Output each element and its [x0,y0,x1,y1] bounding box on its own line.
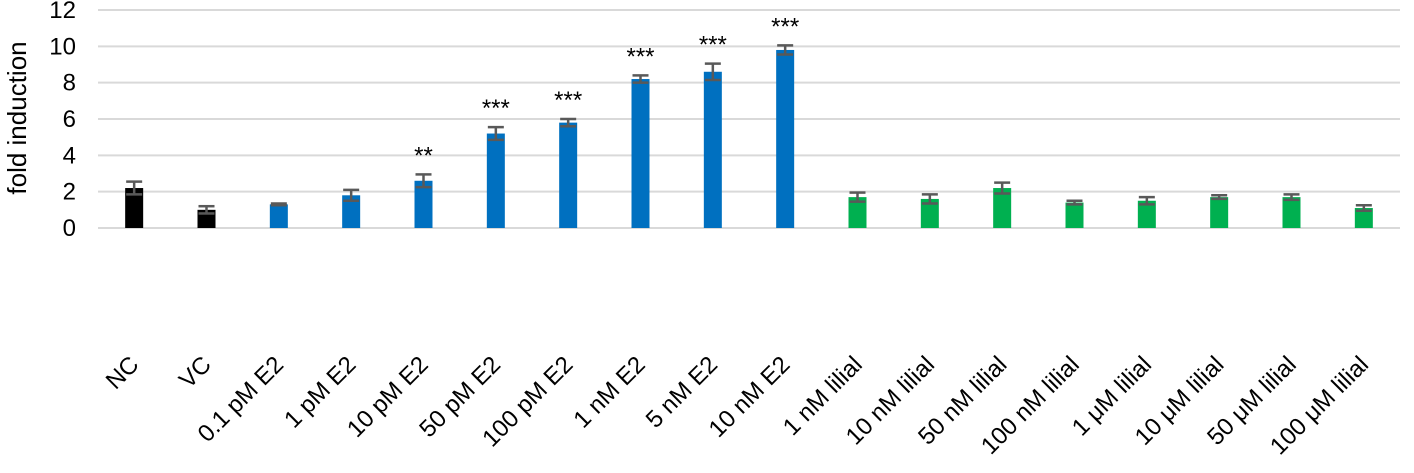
significance-label: *** [626,43,654,70]
bar [848,197,867,228]
bar [1137,200,1156,228]
x-tick-label: NC [101,351,145,395]
bar [559,122,578,228]
significance-marks: ***** ****** ****** [414,13,799,169]
error-bars [126,44,1372,215]
significance-label: ** [414,142,433,169]
y-axis-title: fold induction [2,41,32,194]
y-tick-label: 4 [63,142,76,169]
significance-label: *** [771,13,799,40]
gridlines [98,9,1400,229]
bar [1282,197,1301,228]
significance-label: *** [554,87,582,114]
y-axis-ticks: 0 2 4 6 8 10 12 [49,0,76,242]
bar [269,204,288,228]
bar [703,71,722,229]
y-tick-label: 6 [63,106,76,133]
y-tick-label: 2 [63,179,76,206]
significance-label: *** [699,32,727,59]
y-tick-label: 0 [63,215,76,242]
significance-label: *** [482,95,510,122]
bar [776,49,795,228]
bar [486,133,505,228]
bars [125,49,1373,229]
bar [631,79,650,229]
bar [993,188,1012,228]
x-tick-label: VC [174,351,217,394]
y-tick-label: 8 [63,70,76,97]
bar [1210,197,1229,228]
bar [414,180,433,228]
y-tick-label: 12 [49,0,76,24]
bar [125,188,144,228]
bar [1065,202,1084,228]
bar [1354,208,1373,228]
bar [342,195,361,228]
y-tick-label: 10 [49,33,76,60]
x-tick-label: 1 nM E2 [568,351,650,433]
bar [920,198,939,228]
